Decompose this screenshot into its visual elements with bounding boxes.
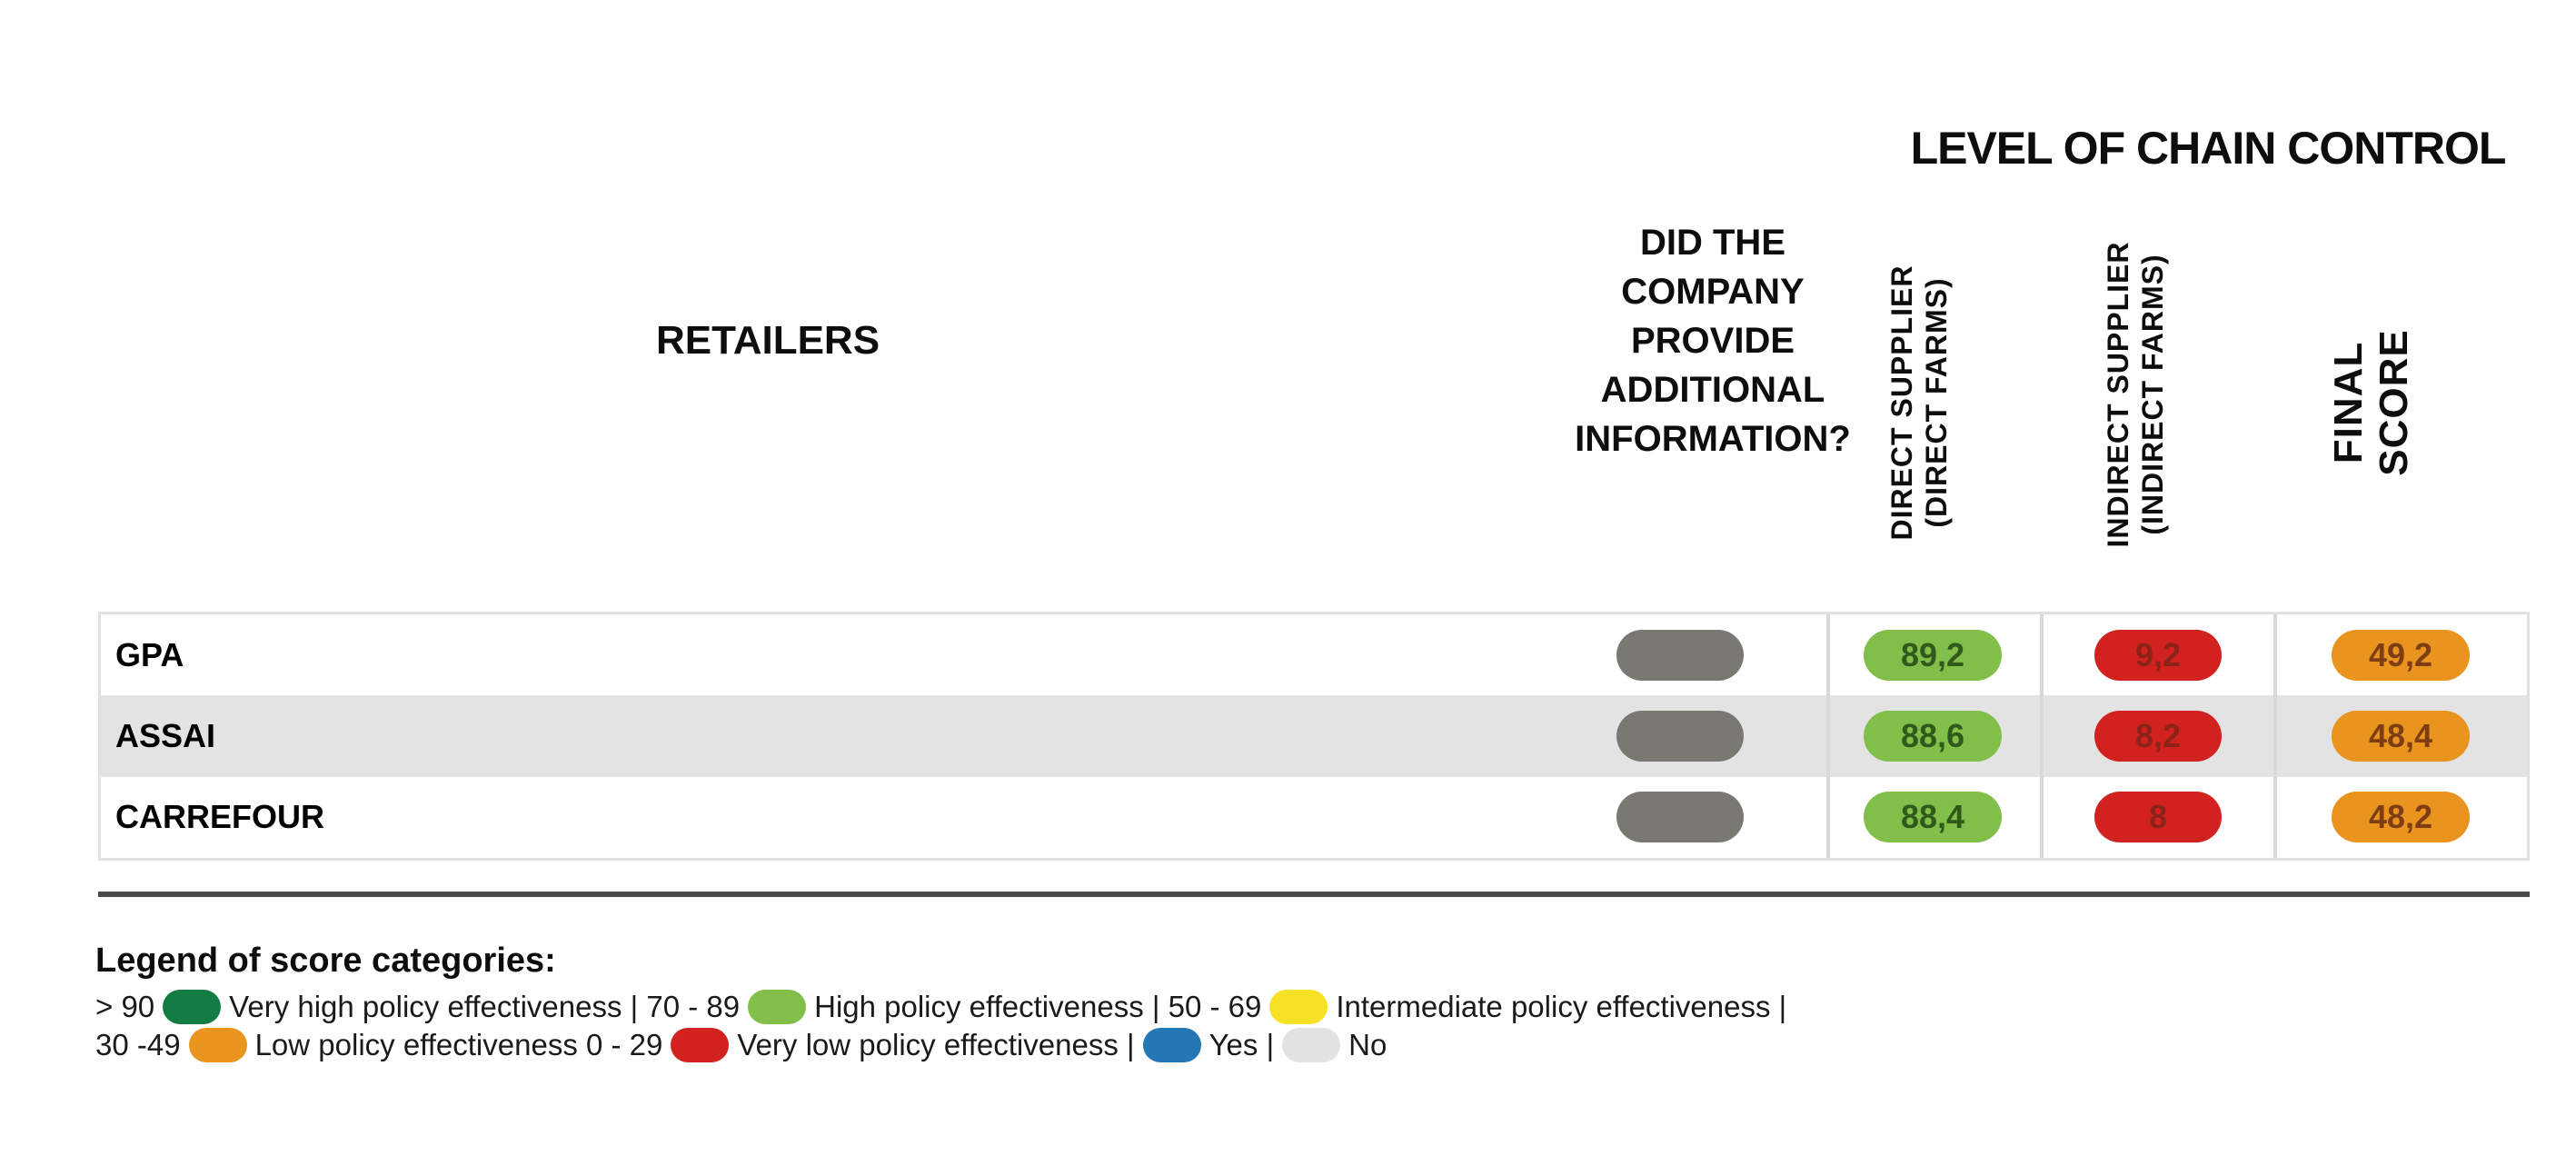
column-divider bbox=[2273, 614, 2277, 858]
yes-blue-pill-icon bbox=[1142, 1028, 1201, 1062]
legend-range-text: 30 -49 bbox=[95, 1028, 181, 1061]
very-high-green-pill-icon bbox=[163, 990, 222, 1024]
legend-label-text: Very high policy effectiveness | 70 - 89 bbox=[229, 990, 741, 1023]
direct-supplier-score-pill: 89,2 bbox=[1864, 629, 2002, 681]
direct-supplier-line: DIRECT SUPPLIER bbox=[1885, 264, 1918, 541]
direct-supplier-score-pill: 88,6 bbox=[1864, 710, 2002, 762]
retailer-name: GPA bbox=[115, 635, 184, 673]
column-header-retailers: RETAILERS bbox=[655, 318, 880, 363]
additional-info-line: INFORMATION? bbox=[1575, 419, 1851, 459]
legend-label-text: Low policy effectiveness 0 - 29 bbox=[254, 1028, 663, 1061]
indirect-supplier-line: INDIRECT SUPPLIER bbox=[2102, 241, 2134, 548]
legend-label-text: Yes | bbox=[1208, 1028, 1275, 1061]
direct-supplier-score-pill: 88,4 bbox=[1864, 792, 2002, 843]
retailers-score-table: GPA 89,2 9,2 49,2 ASSAI 88,6 8,2 48,4 CA… bbox=[98, 612, 2530, 861]
no-gray-pill-icon bbox=[1282, 1028, 1341, 1062]
column-divider bbox=[1826, 614, 1830, 858]
table-row-assai: ASSAI 88,6 8,2 48,4 bbox=[101, 695, 2527, 777]
legend-title: Legend of score categories: bbox=[95, 942, 556, 980]
retailer-name: CARREFOUR bbox=[115, 798, 324, 836]
additional-info-no-pill bbox=[1616, 629, 1744, 681]
additional-info-line: PROVIDE bbox=[1630, 321, 1795, 361]
legend-line-1: > 90 Very high policy effectiveness | 70… bbox=[95, 990, 1786, 1024]
column-divider bbox=[2040, 614, 2044, 858]
legend-label-text: No bbox=[1348, 1028, 1387, 1061]
legend-label-text: Very low policy effectiveness | bbox=[737, 1028, 1135, 1061]
indirect-supplier-score-pill: 8 bbox=[2094, 792, 2222, 843]
additional-info-line: COMPANY bbox=[1621, 272, 1805, 312]
legend-range-text: > 90 bbox=[95, 990, 155, 1023]
additional-info-line: ADDITIONAL bbox=[1600, 370, 1825, 410]
chain-control-title: LEVEL OF CHAIN CONTROL bbox=[1910, 123, 2507, 174]
indirect-supplier-score-pill: 9,2 bbox=[2094, 629, 2222, 681]
final-score-line: SCORE bbox=[2372, 329, 2416, 476]
retailer-name: ASSAI bbox=[115, 716, 216, 754]
high-green-pill-icon bbox=[748, 990, 807, 1024]
final-score-line: FINAL bbox=[2326, 341, 2371, 464]
column-header-additional-info: DID THE COMPANY PROVIDE ADDITIONAL INFOR… bbox=[1545, 218, 1881, 463]
very-low-red-pill-icon bbox=[671, 1028, 730, 1062]
legend-label-text: Intermediate policy effectiveness | bbox=[1336, 990, 1787, 1023]
column-header-final-score: FINAL SCORE bbox=[2324, 307, 2419, 498]
additional-info-line: DID THE bbox=[1640, 223, 1785, 263]
intermediate-yellow-pill-icon bbox=[1269, 990, 1328, 1024]
final-score-pill: 49,2 bbox=[2332, 629, 2470, 681]
final-score-pill: 48,4 bbox=[2332, 710, 2470, 762]
indirect-supplier-score-pill: 8,2 bbox=[2094, 710, 2222, 762]
direct-supplier-line: (DIRECT FARMS) bbox=[1920, 277, 1953, 528]
final-score-pill: 48,2 bbox=[2332, 792, 2470, 843]
table-row-gpa: GPA 89,2 9,2 49,2 bbox=[101, 614, 2527, 695]
additional-info-no-pill bbox=[1616, 710, 1744, 762]
table-row-carrefour: CARREFOUR 88,4 8 48,2 bbox=[101, 777, 2527, 858]
column-header-indirect-supplier: INDIRECT SUPPLIER (INDIRECT FARMS) bbox=[2101, 241, 2170, 547]
legend-line-2: 30 -49 Low policy effectiveness 0 - 29 V… bbox=[95, 1028, 1387, 1062]
indirect-supplier-line: (INDIRECT FARMS) bbox=[2136, 254, 2169, 535]
column-header-direct-supplier: DIRECT SUPPLIER (DIRECT FARMS) bbox=[1885, 264, 1954, 540]
section-divider-rule bbox=[98, 892, 2530, 897]
additional-info-no-pill bbox=[1616, 792, 1744, 843]
legend-label-text: High policy effectiveness | 50 - 69 bbox=[814, 990, 1262, 1023]
low-orange-pill-icon bbox=[188, 1028, 247, 1062]
